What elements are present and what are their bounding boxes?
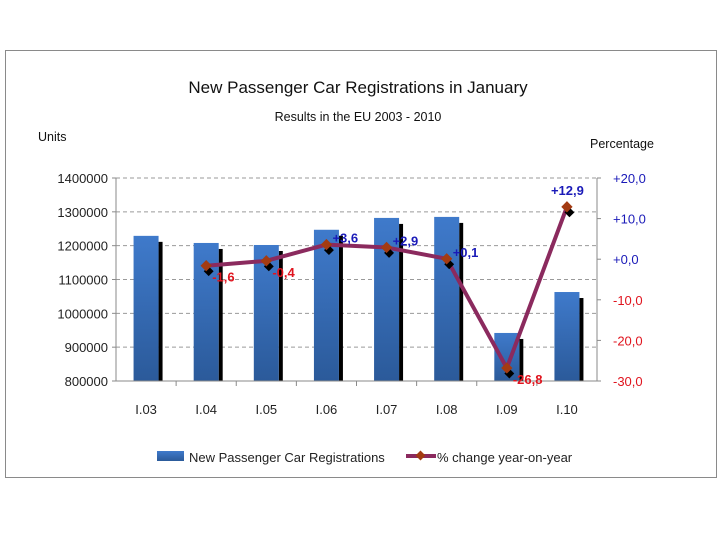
line-marker [441,253,453,265]
line-marker [501,362,513,374]
bar-shadow [338,235,343,381]
bar-shadow [399,223,404,381]
x-tick-label: I.08 [436,402,458,417]
x-tick-label: I.04 [195,402,217,417]
x-tick-label: I.03 [135,402,157,417]
chart-frame [5,50,717,478]
bar-shadow [519,338,524,381]
line-marker [260,255,272,267]
data-label: +2,9 [393,233,419,248]
x-tick-label: I.05 [255,402,277,417]
legend: New Passenger Car Registrations % change… [157,450,573,465]
left-tick-label: 1000000 [57,306,108,321]
bar-shadow [459,222,464,381]
x-tick-label: I.06 [316,402,338,417]
line-marker [200,260,212,272]
left-tick-label: 1200000 [57,239,108,254]
legend-swatch-bars [157,451,184,461]
bar [434,216,460,381]
bar-series [133,216,584,381]
right-tick-label: +10,0 [613,212,646,227]
right-tick-label: -10,0 [613,293,643,308]
left-axis-title: Units [38,130,66,144]
line-marker [380,241,393,254]
right-axis-title: Percentage [590,137,654,151]
x-tick-label: I.07 [376,402,398,417]
left-tick-label: 900000 [65,340,108,355]
data-label: -1,6 [212,270,234,285]
line-series [200,201,575,379]
right-tick-label: -30,0 [613,374,643,389]
data-label: -26,8 [513,372,543,387]
bar-shadow [218,248,223,381]
data-label: +0,1 [453,245,479,260]
bar [313,229,339,381]
chart-title: New Passenger Car Registrations in Janua… [188,78,528,97]
bar [554,292,580,381]
left-tick-label: 1300000 [57,205,108,220]
data-label: +3,6 [332,231,358,246]
legend-marker-icon [415,450,426,461]
line-marker [320,238,333,251]
right-tick-label: -20,0 [613,333,643,348]
line-marker [561,201,573,213]
bar [133,235,159,381]
chart-subtitle: Results in the EU 2003 - 2010 [275,110,442,124]
x-tick-label: I.09 [496,402,518,417]
left-tick-label: 1400000 [57,171,108,186]
x-tick-label: I.10 [556,402,578,417]
right-tick-label: +20,0 [613,171,646,186]
left-tick-label: 800000 [65,374,108,389]
bar-shadow [579,298,584,381]
data-label: -0,4 [272,265,295,280]
bar-shadow [158,241,163,381]
legend-label-bars: New Passenger Car Registrations [189,450,385,465]
bar-shadow [278,250,283,381]
left-tick-label: 1100000 [58,273,108,288]
x-axis-ticks: I.03 I.04 I.05 I.06 I.07 I.08 I.09 I.10 [135,381,578,417]
left-axis-ticks: 1400000 1300000 1200000 1100000 1000000 90000… [57,171,116,389]
data-labels: -1,6 -0,4 +3,6 +2,9 +0,1 -26,8 +12,9 [212,183,584,387]
right-axis-ticks: +20,0 +10,0 +0,0 -10,0 -20,0 -30,0 [597,171,646,389]
legend-label-line: % change year-on-year [437,450,573,465]
right-tick-label: +0,0 [613,252,639,267]
data-label: +12,9 [551,183,584,198]
